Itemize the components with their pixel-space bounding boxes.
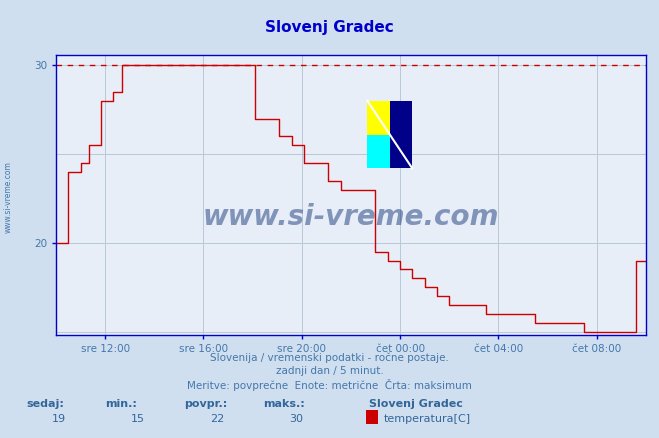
Bar: [368, 134, 390, 168]
Text: 19: 19: [52, 414, 66, 424]
Text: 30: 30: [289, 414, 303, 424]
Text: sedaj:: sedaj:: [26, 399, 64, 409]
Text: 22: 22: [210, 414, 224, 424]
Text: povpr.:: povpr.:: [185, 399, 228, 409]
Text: www.si-vreme.com: www.si-vreme.com: [203, 203, 499, 231]
Bar: [390, 101, 413, 168]
Text: Slovenj Gradec: Slovenj Gradec: [369, 399, 463, 409]
Text: zadnji dan / 5 minut.: zadnji dan / 5 minut.: [275, 366, 384, 376]
Text: Meritve: povprečne  Enote: metrične  Črta: maksimum: Meritve: povprečne Enote: metrične Črta:…: [187, 379, 472, 391]
Text: min.:: min.:: [105, 399, 137, 409]
Bar: [368, 101, 390, 134]
Text: temperatura[C]: temperatura[C]: [384, 414, 471, 424]
Text: Slovenj Gradec: Slovenj Gradec: [265, 20, 394, 35]
Text: www.si-vreme.com: www.si-vreme.com: [3, 161, 13, 233]
Text: Slovenija / vremenski podatki - ročne postaje.: Slovenija / vremenski podatki - ročne po…: [210, 353, 449, 363]
Text: maks.:: maks.:: [264, 399, 305, 409]
Text: 15: 15: [131, 414, 145, 424]
